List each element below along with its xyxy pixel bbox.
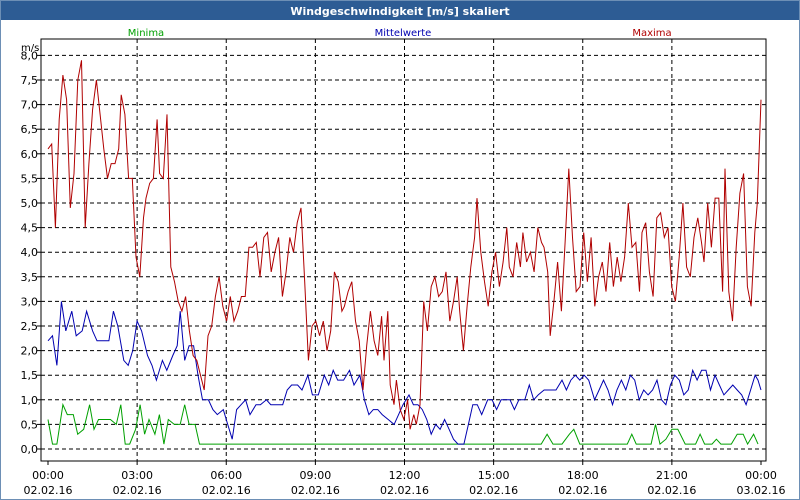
y-tick-label: 3,5 xyxy=(21,271,39,284)
x-tick-date-label: 02.02.16 xyxy=(558,484,607,497)
y-tick-label: 6,5 xyxy=(21,123,39,136)
y-tick-label: 7,0 xyxy=(21,99,39,112)
legend-maxima: Maxima xyxy=(632,28,671,39)
y-tick-label: 0,0 xyxy=(21,443,39,456)
x-tick-time-label: 00:00 xyxy=(32,469,64,482)
x-tick-time-label: 09:00 xyxy=(300,469,332,482)
legend-mittelwerte: Mittelwerte xyxy=(375,28,432,39)
x-tick-date-label: 02.02.16 xyxy=(469,484,518,497)
x-tick-time-label: 06:00 xyxy=(210,469,242,482)
series-line-maxima xyxy=(47,60,762,430)
y-tick-label: 3,0 xyxy=(21,295,39,308)
y-axis-ticks: 0,0 0,5 1,0 1,5 2,0 2,5 3,0 3,5 4,0 4,5 5,0 5,5 6,0 6… xyxy=(21,49,41,456)
y-tick-label: 4,0 xyxy=(21,246,39,259)
legend-minima: Minima xyxy=(128,28,164,39)
y-tick-label: 5,5 xyxy=(21,172,39,185)
x-tick-date-label: 03.02.16 xyxy=(737,484,786,497)
y-axis-unit-label: m/s xyxy=(21,43,39,54)
series-lines xyxy=(47,60,762,446)
x-tick-date-label: 02.02.16 xyxy=(202,484,251,497)
series-line-mittelwerte xyxy=(47,301,762,445)
y-tick-label: 5,0 xyxy=(21,197,39,210)
title-bar xyxy=(1,1,799,20)
chart-title: Windgeschwindigkeit [m/s] skaliert xyxy=(290,5,509,18)
y-tick-label: 1,0 xyxy=(21,394,39,407)
y-tick-label: 2,5 xyxy=(21,320,39,333)
y-tick-label: 8,0 xyxy=(21,49,39,62)
x-tick-time-label: 18:00 xyxy=(567,469,599,482)
x-tick-time-label: 12:00 xyxy=(389,469,421,482)
grid-lines xyxy=(41,39,766,461)
series-line-minima xyxy=(47,402,759,446)
x-tick-date-label: 02.02.16 xyxy=(291,484,340,497)
y-tick-label: 4,5 xyxy=(21,222,39,235)
legend: Minima Mittelwerte Maxima xyxy=(128,28,672,39)
y-tick-label: 6,0 xyxy=(21,148,39,161)
y-tick-label: 1,5 xyxy=(21,369,39,382)
x-tick-date-label: 02.02.16 xyxy=(113,484,162,497)
y-tick-label: 7,5 xyxy=(21,74,39,87)
x-tick-date-label: 02.02.16 xyxy=(380,484,429,497)
x-axis-ticks: 00:00 02.02.16 03:00 02.02.16 06:00 02.02.16 0… xyxy=(24,461,786,497)
x-tick-time-label: 15:00 xyxy=(478,469,510,482)
x-tick-time-label: 03:00 xyxy=(121,469,153,482)
plot-border xyxy=(40,38,767,462)
y-tick-label: 0,5 xyxy=(21,418,39,431)
y-tick-label: 2,0 xyxy=(21,345,39,358)
x-tick-time-label: 00:00 xyxy=(745,469,777,482)
x-tick-time-label: 21:00 xyxy=(656,469,688,482)
x-tick-date-label: 02.02.16 xyxy=(647,484,696,497)
x-tick-date-label: 02.02.16 xyxy=(24,484,73,497)
